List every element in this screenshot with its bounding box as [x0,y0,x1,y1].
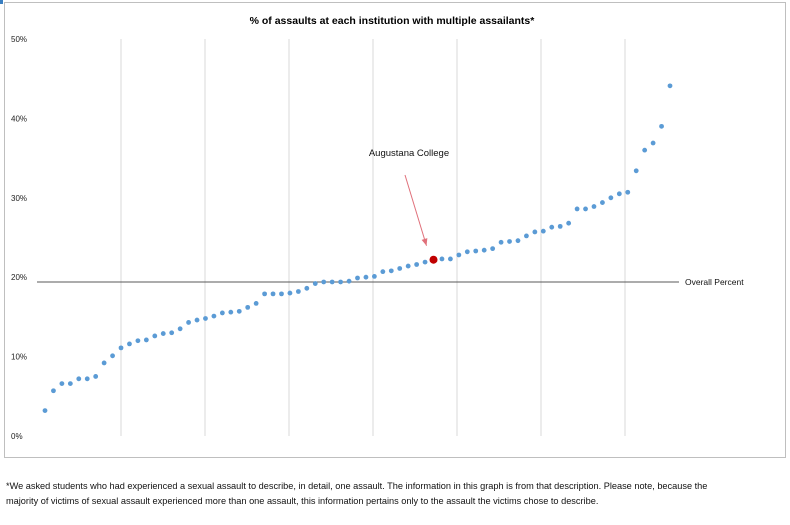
data-point [84,376,90,382]
grid-layer [120,39,626,436]
data-point [388,268,394,274]
data-point [101,360,107,366]
y-tick-label: 50% [11,35,27,44]
data-point [371,274,377,279]
data-point [549,224,555,230]
data-point [507,239,512,244]
footnote-line-1: *We asked students who had experienced a… [6,481,708,491]
data-point [152,333,158,339]
data-point [279,291,284,297]
data-point [127,341,132,347]
data-point [51,388,56,394]
data-point [524,233,529,239]
data-point [355,275,360,281]
scatter-chart: % of assaults at each institution with m… [11,15,744,441]
data-point [490,246,496,252]
y-tick-label: 10% [11,353,27,362]
data-point [481,247,487,253]
data-point [329,279,335,285]
data-point [515,238,521,244]
augustana-college-label: Augustana College [369,148,449,159]
data-point [177,326,183,332]
data-point [380,269,386,275]
data-point [270,291,276,297]
data-point [448,256,453,262]
data-point [397,266,403,271]
data-point [228,309,234,315]
data-point [59,381,65,386]
data-point [633,168,639,174]
data-point [540,228,546,234]
data-point [557,223,563,229]
data-point [498,239,504,245]
data-point [76,376,82,382]
data-point [312,281,318,286]
data-point [608,195,614,201]
data-point [414,262,420,267]
data-point [456,252,462,258]
data-point [110,353,115,359]
data-point [67,381,73,386]
data-point [338,279,344,285]
data-point [203,316,208,321]
data-point [363,274,369,280]
reference-line-group: Overall Percent [37,277,744,287]
data-point [532,229,538,235]
annotation-arrowhead [421,238,428,246]
data-point [295,289,301,294]
overall-percent-label: Overall Percent [685,277,744,287]
data-point [600,200,605,205]
data-point [143,337,149,343]
data-point [304,285,310,291]
chart-title: % of assaults at each institution with m… [250,15,536,27]
data-point [464,249,470,255]
chart-frame: % of assaults at each institution with m… [4,2,786,458]
data-point [245,304,251,310]
data-point [591,204,597,209]
y-tick-label: 30% [11,194,27,203]
data-point [42,408,48,413]
data-point [169,330,175,336]
data-point [186,320,191,325]
y-tick-label: 0% [11,432,23,441]
data-point [118,345,124,351]
y-tick-label: 20% [11,273,27,282]
data-point [422,259,428,265]
points-layer [42,83,673,413]
data-point [135,338,141,344]
data-point [405,263,411,269]
annotation-group: Augustana College [369,148,449,246]
data-point [93,374,99,379]
y-tick-label: 40% [11,114,27,123]
data-point [346,278,352,284]
corner-mark [0,0,3,4]
data-point [194,317,200,323]
data-point [659,123,664,129]
data-point [650,140,656,146]
data-point [219,310,225,316]
footnote-line-2: majority of victims of sexual assault ex… [6,496,599,506]
data-point [642,147,648,153]
data-point [262,291,267,297]
data-point [211,313,217,319]
data-point [574,206,580,212]
data-point [439,256,445,262]
annotation-arrow [404,174,427,246]
data-point [616,191,622,197]
data-point [253,301,259,306]
data-point [667,83,673,89]
y-axis: 0% 10% 20% 30% 40% 50% [11,35,27,441]
data-point [287,290,293,296]
footnote: *We asked students who had experienced a… [6,479,782,509]
data-point [473,248,479,254]
data-point [160,331,166,336]
highlight-point [429,255,438,264]
data-point [321,279,327,285]
data-point [583,206,588,212]
data-point [236,308,242,314]
data-point [566,220,572,226]
data-point [625,189,631,195]
